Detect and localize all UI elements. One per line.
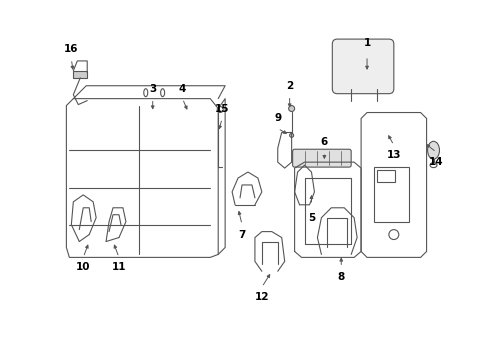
FancyBboxPatch shape: [332, 39, 393, 94]
Bar: [373, 167, 408, 222]
Text: 16: 16: [64, 44, 79, 54]
Text: 7: 7: [238, 230, 245, 239]
Text: 13: 13: [386, 150, 400, 160]
Text: 1: 1: [363, 38, 370, 48]
Text: 14: 14: [428, 157, 443, 167]
Ellipse shape: [427, 141, 439, 159]
Text: 6: 6: [320, 137, 327, 147]
FancyBboxPatch shape: [292, 149, 350, 167]
Bar: [73, 71, 87, 78]
Text: 10: 10: [76, 262, 90, 272]
Ellipse shape: [288, 105, 294, 112]
Text: 4: 4: [179, 84, 186, 94]
Text: 2: 2: [285, 81, 293, 91]
Bar: [376, 170, 394, 182]
Text: 12: 12: [254, 292, 268, 302]
Text: 5: 5: [307, 213, 314, 223]
Text: 11: 11: [111, 262, 126, 272]
Text: 8: 8: [337, 272, 344, 282]
Text: 9: 9: [274, 113, 281, 123]
Text: 15: 15: [215, 104, 229, 113]
Text: 3: 3: [149, 84, 156, 94]
Ellipse shape: [289, 133, 293, 137]
